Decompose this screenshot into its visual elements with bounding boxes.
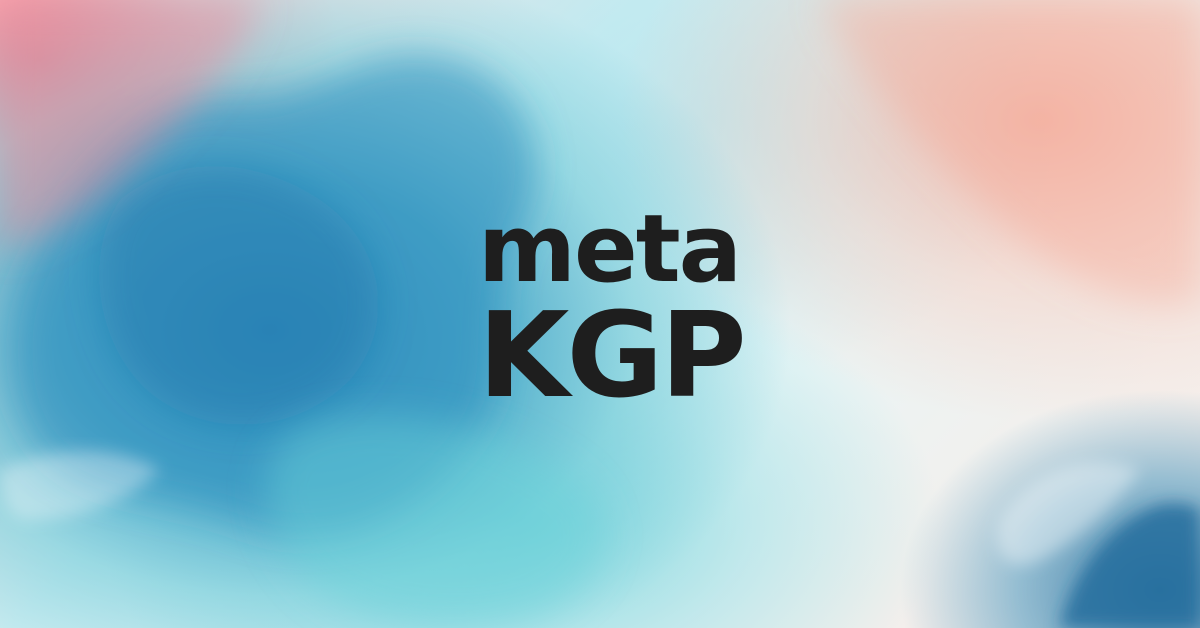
pale-splotch-shape (0, 451, 160, 520)
logo-text-meta: meta (478, 195, 742, 304)
pink-wash-shape (0, 0, 260, 250)
logo-text-kgp: KGP (478, 286, 747, 424)
peach-wash-shape (820, 0, 1200, 304)
metakgp-logo: meta KGP (478, 200, 798, 430)
teal-wash-shape (266, 415, 604, 628)
deep-blue-wash-shape (99, 166, 379, 425)
pale-highlight-shape (997, 462, 1140, 566)
corner-blue-wash-shape (1060, 503, 1200, 628)
